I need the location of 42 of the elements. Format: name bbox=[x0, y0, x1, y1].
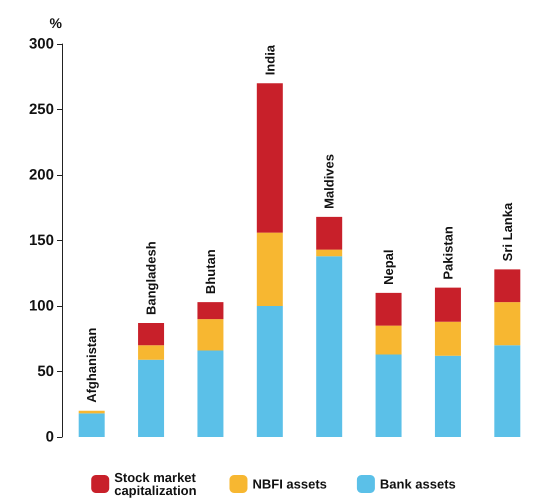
bar bbox=[434, 322, 461, 356]
x-tick-label: Afghanistan bbox=[84, 328, 100, 403]
bar bbox=[197, 319, 224, 351]
x-tick-label: Bangladesh bbox=[144, 241, 159, 316]
bar bbox=[316, 216, 342, 250]
bar bbox=[256, 83, 283, 233]
y-tick-label: 250 bbox=[28, 101, 54, 118]
legend-label: Bank assets bbox=[380, 476, 456, 492]
bar bbox=[376, 326, 402, 354]
bar bbox=[256, 232, 283, 306]
y-tick-label: 50 bbox=[37, 363, 54, 380]
bar bbox=[78, 410, 105, 414]
bar bbox=[256, 306, 283, 437]
bar bbox=[78, 413, 105, 437]
bar bbox=[316, 250, 342, 256]
bar bbox=[434, 356, 461, 437]
x-tick-label: Nepal bbox=[381, 249, 396, 285]
bar bbox=[138, 323, 164, 346]
bar bbox=[494, 269, 520, 302]
legend-label: NBFI assets bbox=[252, 476, 327, 492]
y-tick-label: 200 bbox=[28, 166, 54, 184]
x-tick-label: Bhutan bbox=[202, 249, 218, 294]
x-tick-label: Maldives bbox=[322, 154, 337, 209]
y-tick-label: 100 bbox=[28, 298, 54, 314]
bar bbox=[376, 292, 402, 326]
bar bbox=[138, 360, 164, 437]
bar bbox=[138, 345, 164, 360]
x-tick-label: India bbox=[262, 44, 278, 76]
x-tick-label: Pakistan bbox=[440, 226, 456, 280]
y-axis-title: % bbox=[50, 15, 63, 31]
bar bbox=[316, 256, 342, 437]
bar bbox=[434, 288, 461, 322]
bar bbox=[494, 302, 520, 346]
legend-label: Stock market capitalization bbox=[114, 470, 200, 498]
y-tick-label: 0 bbox=[46, 428, 54, 446]
bar bbox=[494, 345, 520, 437]
bar bbox=[376, 354, 402, 437]
x-tick-label: Sri Lanka bbox=[500, 202, 515, 262]
bar bbox=[197, 302, 224, 320]
bar bbox=[197, 350, 224, 437]
y-tick-label: 300 bbox=[28, 36, 54, 52]
y-tick-label: 150 bbox=[28, 232, 54, 249]
